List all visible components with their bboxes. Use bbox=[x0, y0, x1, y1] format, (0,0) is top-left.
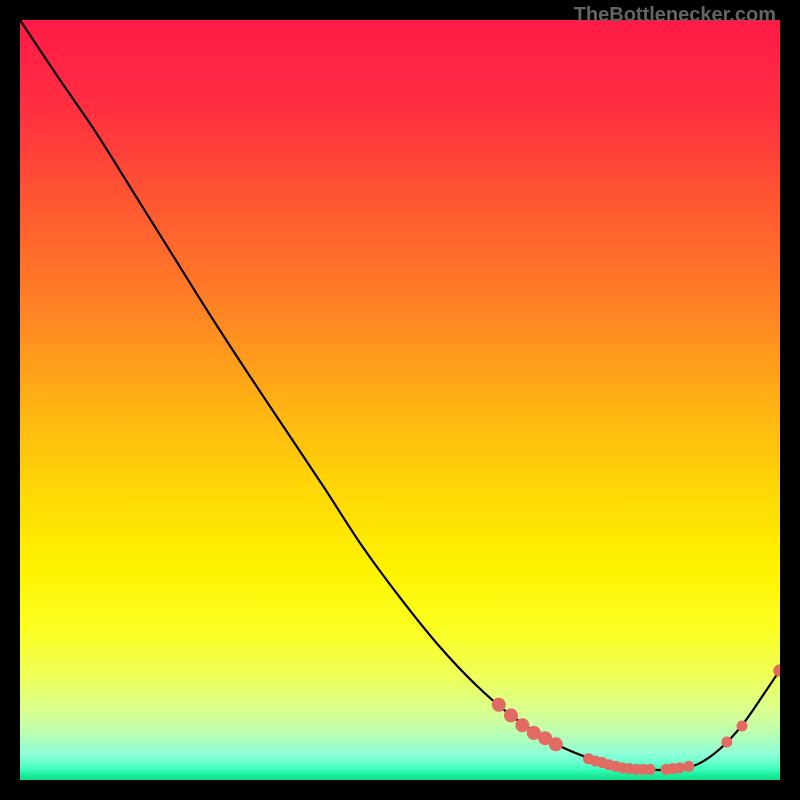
curve-markers bbox=[492, 665, 780, 775]
bottleneck-curve bbox=[20, 20, 780, 770]
curve-marker bbox=[721, 737, 732, 748]
curve-marker bbox=[504, 708, 518, 722]
curve-marker bbox=[645, 764, 656, 775]
curve-marker bbox=[683, 761, 694, 772]
curve-layer bbox=[20, 20, 780, 780]
curve-marker bbox=[492, 698, 506, 712]
watermark-text: TheBottlenecker.com bbox=[574, 4, 776, 27]
curve-marker bbox=[549, 737, 563, 751]
curve-marker bbox=[737, 721, 748, 732]
curve-marker bbox=[773, 665, 780, 677]
plot-area bbox=[20, 20, 780, 780]
chart-container: TheBottlenecker.com bbox=[0, 0, 800, 800]
curve-marker bbox=[515, 718, 529, 732]
